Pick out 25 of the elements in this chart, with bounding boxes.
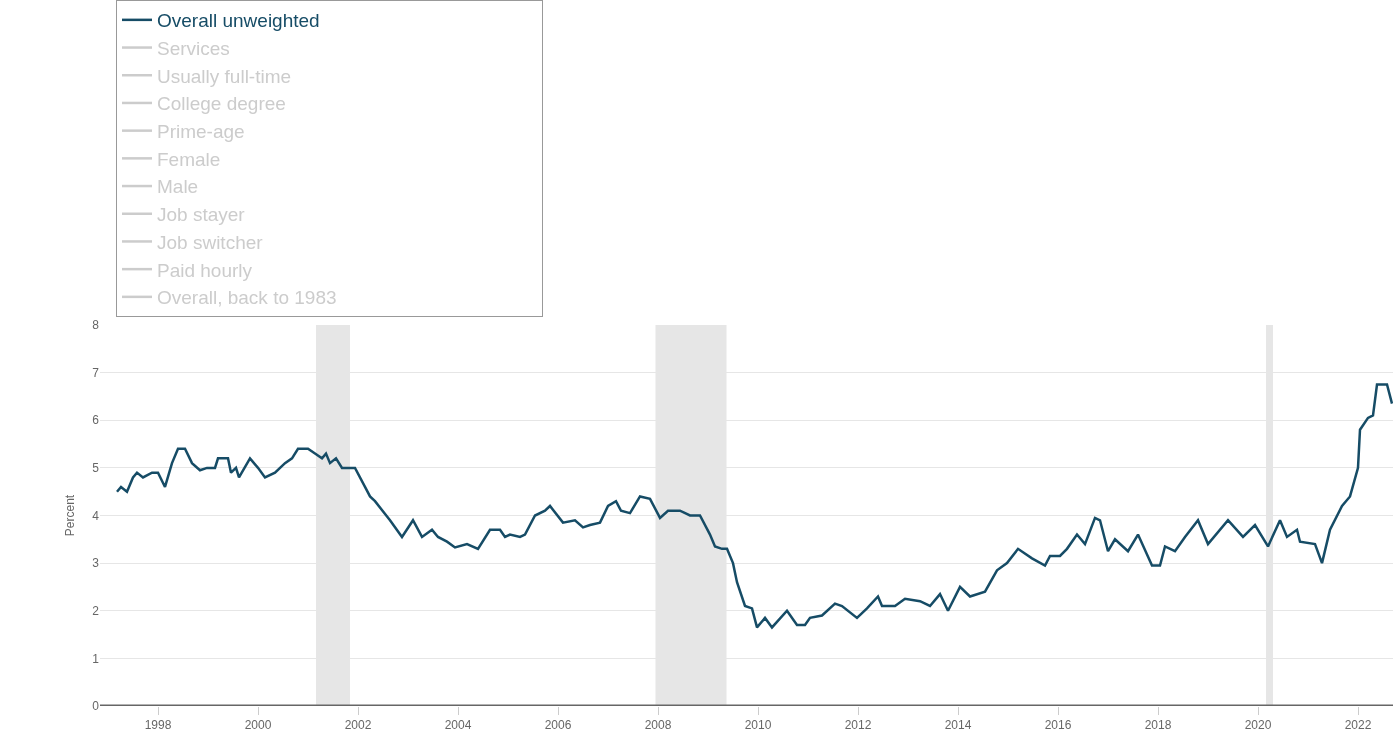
x-tick-label: 2014 [944, 718, 972, 733]
y-tick-label: 8 [92, 318, 100, 333]
x-tick-label: 2018 [1144, 718, 1172, 733]
y-tick-label: 5 [92, 461, 100, 476]
x-tick-label: 2000 [244, 718, 272, 733]
x-tick-label: 2006 [544, 718, 572, 733]
y-tick-label: 0 [92, 699, 100, 714]
y-axis-title: Percent [62, 494, 77, 537]
y-tick-label: 1 [92, 651, 100, 666]
x-tick-label: 2002 [344, 718, 372, 733]
x-tick-label: 2004 [444, 718, 472, 733]
x-tick-label: 2008 [644, 718, 672, 733]
x-tick-label: 2016 [1044, 718, 1072, 733]
y-tick-label: 3 [92, 556, 100, 571]
y-tick-label: 6 [92, 413, 100, 428]
x-tick-label: 2020 [1244, 718, 1272, 733]
line-series [115, 383, 1393, 629]
x-tick-label: 2012 [844, 718, 872, 733]
y-tick-label: 4 [92, 508, 100, 523]
legend-label: Overall unweighted [157, 10, 320, 32]
y-tick-label: 2 [92, 603, 100, 618]
y-tick-label: 7 [92, 365, 100, 380]
x-tick-label: 2022 [1344, 718, 1372, 733]
x-tick-label: 2010 [744, 718, 772, 733]
x-tick-label: 1998 [144, 718, 172, 733]
